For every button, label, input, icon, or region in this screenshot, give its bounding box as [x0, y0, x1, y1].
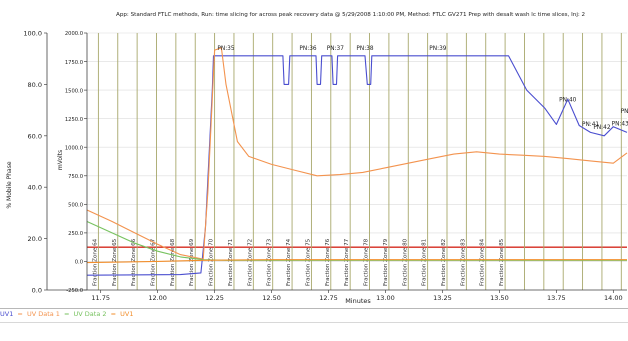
peak-label: PN:37 [327, 46, 344, 52]
left-axis-label: % Mobile Phase [6, 161, 13, 208]
x-tick-label: 13.00 [376, 294, 395, 302]
legend-entry: UV1 [0, 310, 14, 318]
fraction-zone-label: Fraction Zone 71 [228, 238, 234, 286]
left-tick-label: 80.0 [28, 81, 42, 89]
peak-label: PN:39 [429, 46, 446, 52]
x-axis-label: Minutes [345, 297, 371, 305]
fraction-zone-label: Fraction Zone 80 [402, 238, 408, 286]
fraction-zone-label: Fraction Zone 84 [480, 238, 486, 286]
fraction-zone-label: Fraction Zone 83 [460, 238, 466, 286]
fraction-zone-label: Fraction Zone 68 [170, 238, 176, 286]
fraction-zone-label: Fraction Zone 85 [499, 238, 505, 286]
axes: 0.0 20.0 40.0 60.0 80.0 100.0 -250.0 0.0 250.0 50… [23, 30, 627, 302]
peak-label: PN:38 [356, 46, 373, 52]
legend-entry: UV Data 1 [26, 310, 60, 318]
left-tick-label: 0.0 [32, 287, 42, 295]
series-line-3 [86, 259, 627, 264]
left-tick-label: 20.0 [28, 235, 42, 243]
x-tick-label: 12.25 [205, 294, 224, 302]
series-line-0 [86, 55, 628, 276]
peak-label: PN:42 [593, 125, 610, 131]
chart-title: App: Standard FTLC methods, Run: time sl… [116, 12, 585, 18]
peak-label: PN:43 [612, 122, 628, 128]
peak-label: PN:35 [217, 46, 234, 52]
fraction-zone-label: Fraction Zone 67 [150, 238, 156, 286]
legend-separator: = [61, 310, 72, 318]
fraction-zone-label: Fraction Zone 72 [247, 239, 253, 286]
right-tick-label: 1750.0 [65, 60, 83, 66]
legend-separator: = [108, 310, 119, 318]
peak-labels: PN:35 PN:36 PN:37 PN:38 PN:39 PN:40 PN:41PN:42… [217, 46, 628, 131]
series-line-1 [86, 47, 628, 260]
fraction-zone-label: Fraction Zone 74 [286, 238, 292, 286]
legend-entry: UV1 [120, 310, 134, 318]
legend-entry: UV Data 2 [73, 310, 107, 318]
fraction-zone-label: Fraction Zone 79 [383, 238, 389, 286]
x-tick-label: 14.00 [604, 294, 623, 302]
right-tick-label: 1500.0 [65, 88, 83, 94]
left-tick-label: 40.0 [28, 184, 42, 192]
peak-label: PN:36 [299, 46, 316, 52]
x-tick-label: 12.75 [319, 294, 338, 302]
x-tick-label: 12.00 [148, 294, 167, 302]
right-tick-label: 0.0 [75, 260, 83, 266]
x-tick-label: 13.25 [433, 294, 452, 302]
x-tick-label: 11.75 [91, 294, 110, 302]
legend: UV1 = UV Data 1 = UV Data 2 = UV1 [0, 310, 135, 319]
left-tick-label: 100.0 [23, 30, 42, 38]
right-tick-label: 1250.0 [65, 117, 83, 123]
right-tick-label: 2000.0 [65, 31, 83, 37]
fraction-zone-label: Fraction Zone 70 [209, 238, 215, 286]
fraction-zone-label: Fraction Zone 76 [325, 238, 331, 286]
x-tick-label: 12.50 [262, 294, 281, 302]
x-tick-label: 13.75 [547, 294, 566, 302]
gridlines [87, 32, 627, 291]
left-tick-label: 60.0 [28, 132, 42, 140]
right-tick-label: 500.0 [68, 203, 83, 209]
x-tick-label: 13.50 [490, 294, 509, 302]
fraction-zone-label: Fraction Zone 81 [422, 238, 428, 286]
peak-label: PN:41 [582, 122, 599, 128]
fraction-zone-label: Fraction Zone 69 [189, 238, 195, 286]
fraction-zone-label: Fraction Zone 82 [441, 239, 447, 286]
right-tick-label: 1000.0 [65, 145, 83, 151]
legend-separator: = [15, 310, 25, 318]
peak-label: PN:44 [621, 109, 628, 115]
right-tick-label: 250.0 [68, 231, 83, 237]
legend-top-separator [0, 308, 628, 309]
series-lines [86, 47, 628, 276]
fraction-zone-label: Fraction Zone 78 [364, 238, 370, 286]
fraction-zone-label: Fraction Zone 75 [305, 238, 311, 286]
right-axis-label: mVolts [57, 150, 64, 170]
peak-label: PN:40 [559, 98, 576, 104]
legend-bottom-separator [0, 322, 628, 323]
fraction-zone-label: Fraction Zone 73 [267, 238, 273, 286]
right-tick-label: 750.0 [68, 174, 83, 180]
right-tick-label: -250.0 [66, 288, 83, 294]
fraction-zone-label: Fraction Zone 77 [344, 238, 350, 286]
